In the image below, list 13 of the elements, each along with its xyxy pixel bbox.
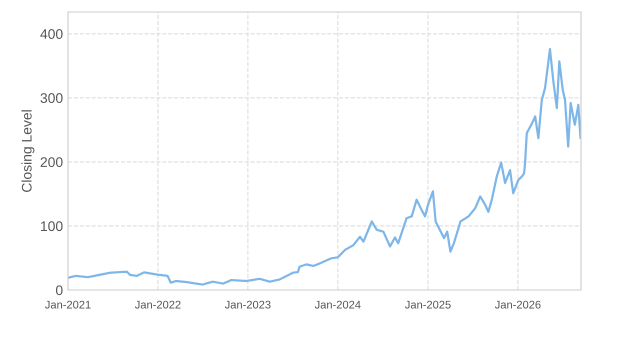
y-tick-label: 400 <box>40 29 63 39</box>
x-tick-label: Jan-2023 <box>224 300 271 309</box>
x-tick-label: Jan-2026 <box>494 300 541 309</box>
line-series <box>68 48 581 286</box>
y-tick-label: 0 <box>56 285 63 296</box>
y-axis-title: Closing Level <box>21 110 34 192</box>
y-tick-label: 100 <box>41 221 63 232</box>
x-tick-label: Jan-2022 <box>134 300 181 309</box>
y-tick-label: 300 <box>40 93 63 104</box>
x-tick-label: Jan-2024 <box>314 300 361 309</box>
x-tick-label: Jan-2021 <box>45 300 91 309</box>
y-tick-label: 200 <box>40 157 63 168</box>
x-tick-label: Jan-2025 <box>404 300 451 309</box>
